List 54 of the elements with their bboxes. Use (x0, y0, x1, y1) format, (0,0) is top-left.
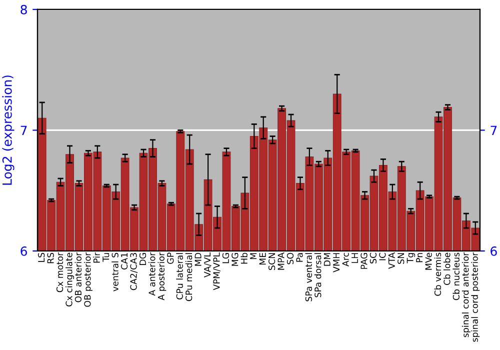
x-tick-label: Cb vermis (434, 252, 442, 296)
x-tick-label: ventral S (112, 252, 118, 292)
x-tick-label: Pa (296, 253, 303, 262)
x-tick-label: MPA (278, 252, 284, 270)
x-tick-label: A anterior (148, 252, 156, 296)
x-tick-label: PAG (360, 253, 368, 269)
x-tick-label: DM (324, 253, 330, 266)
x-tick-label: SCN (268, 253, 276, 270)
x-tick-label: ME (259, 252, 266, 265)
x-tick-label: OB posterior (84, 252, 92, 307)
y2-tick-label: 7 (490, 126, 497, 135)
x-tick-label: CPu lateral (176, 253, 183, 300)
x-tick-label: DG (139, 253, 146, 265)
x-tick-label: OB anterior (74, 252, 82, 302)
x-tick-label: MD (194, 252, 202, 266)
x-tick-label: IC (379, 252, 386, 260)
x-tick-label: SC (370, 252, 377, 264)
x-tick-label: LG (222, 253, 230, 264)
x-tick-label: SO (286, 252, 294, 264)
x-tick-label: Pn (416, 253, 422, 262)
x-tick-label: VPM/VPL (213, 252, 220, 290)
x-tick-label: Arc (342, 252, 349, 266)
x-tick-label: CPu medial (185, 253, 192, 302)
x-tick-label: VTA (388, 252, 395, 269)
x-tick-label: SPa dorsal (314, 253, 322, 298)
x-tick-label: M (250, 253, 257, 260)
x-tick-label: Cb nucleus (452, 252, 460, 300)
x-tick-label: LH (352, 253, 358, 263)
y-tick-label: 8 (20, 4, 27, 14)
x-tick-label: Pir (93, 252, 100, 263)
x-tick-label: SN (398, 253, 404, 264)
y-tick-label: 6 (20, 246, 27, 256)
x-tick-label: spinal cord anterior (462, 252, 470, 338)
x-tick-label: Hb (240, 252, 248, 264)
x-tick-label: MVe (425, 252, 432, 270)
x-tick-label: Cx motor (56, 252, 64, 292)
x-tick-label: VA/VL (204, 252, 212, 278)
x-tick-label: CA2/CA3 (130, 253, 138, 290)
x-tick-label: spinal cord posterior (471, 252, 480, 342)
x-tick-label: GP (167, 252, 174, 264)
x-tick-label: CA1 (121, 253, 128, 270)
y2-tick-label: 6 (490, 246, 497, 256)
x-tick-label: LS (38, 252, 45, 262)
x-tick-label: VMH (333, 253, 340, 272)
x-tick-label: RS (47, 252, 54, 264)
x-tick-label: Cx cingulate (66, 252, 74, 306)
y-tick-label: 7 (20, 126, 27, 135)
x-tick-label: MG (232, 253, 238, 266)
x-tick-label: A posterior (158, 252, 166, 300)
x-tick-label: Tu (102, 253, 110, 262)
x-tick-label: Tg (406, 253, 416, 264)
x-tick-label: SPa ventral (305, 253, 312, 302)
y-axis-title: Log2 (expression) (2, 76, 14, 185)
x-tick-label: Cb lobe (444, 252, 450, 286)
